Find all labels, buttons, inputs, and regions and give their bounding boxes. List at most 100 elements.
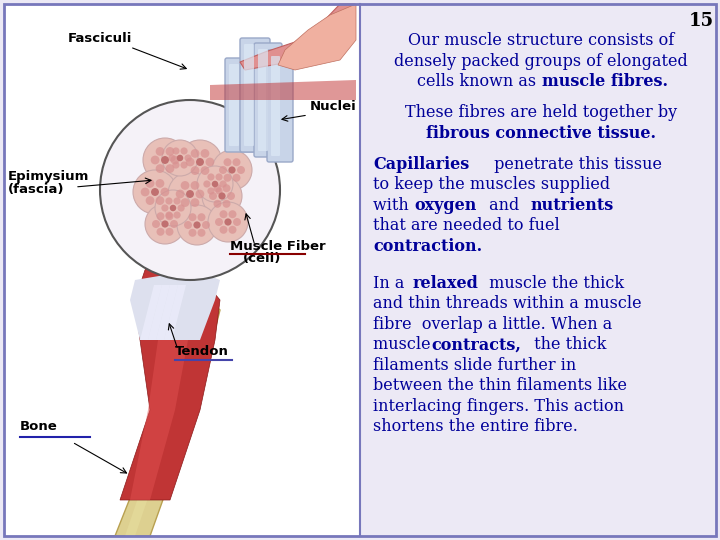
Circle shape [152,220,160,228]
Text: 15: 15 [689,12,714,30]
Text: between the thin filaments like: between the thin filaments like [373,377,627,394]
Text: Fasciculi: Fasciculi [68,32,132,45]
Circle shape [166,212,174,220]
Circle shape [178,205,185,212]
Circle shape [201,149,210,158]
Circle shape [178,140,222,184]
FancyBboxPatch shape [258,49,268,151]
Text: and: and [484,197,524,213]
Text: Tendon: Tendon [175,345,229,358]
Text: to keep the muscles supplied: to keep the muscles supplied [373,176,610,193]
Circle shape [100,100,280,280]
Circle shape [212,150,252,190]
Text: contracts,: contracts, [431,336,521,353]
Text: relaxed: relaxed [413,274,479,292]
Text: muscle fibres.: muscle fibres. [541,73,667,90]
Text: (fascia): (fascia) [8,183,65,196]
Circle shape [181,198,189,207]
Text: In a: In a [373,274,410,292]
Text: that are needed to fuel: that are needed to fuel [373,217,559,234]
Text: shortens the entire fibre.: shortens the entire fibre. [373,418,577,435]
Circle shape [214,184,222,192]
Circle shape [222,184,230,192]
Circle shape [222,200,230,208]
Circle shape [202,221,210,229]
Circle shape [156,164,164,173]
Circle shape [208,202,248,242]
Circle shape [162,140,198,176]
Circle shape [228,226,236,234]
Circle shape [197,166,233,202]
Circle shape [155,190,191,226]
Circle shape [170,220,178,228]
Circle shape [166,228,174,236]
Text: Our muscle structure consists of: Our muscle structure consists of [408,32,674,49]
Circle shape [202,176,242,216]
Circle shape [197,229,205,237]
Circle shape [233,218,241,226]
Bar [4,4,360,536]
Polygon shape [156,285,178,340]
Circle shape [166,164,174,173]
Circle shape [172,161,179,168]
Circle shape [223,174,232,182]
Polygon shape [140,285,162,340]
Circle shape [191,181,199,190]
FancyBboxPatch shape [267,50,293,162]
Circle shape [176,190,184,198]
Circle shape [189,213,197,221]
Circle shape [181,161,188,168]
Circle shape [166,212,173,219]
Circle shape [156,228,164,236]
Circle shape [184,221,192,229]
Circle shape [225,218,232,226]
Circle shape [161,220,168,227]
Polygon shape [130,270,220,340]
Polygon shape [120,250,220,500]
Circle shape [161,205,168,212]
Circle shape [220,210,228,218]
Circle shape [161,187,169,197]
Circle shape [203,180,210,187]
Circle shape [214,200,222,208]
Circle shape [156,147,164,156]
Text: the thick: the thick [528,336,606,353]
FancyBboxPatch shape [244,44,254,146]
Circle shape [145,204,185,244]
Polygon shape [210,80,356,100]
Text: Nuclei: Nuclei [310,100,356,113]
Circle shape [156,196,164,205]
Circle shape [205,158,215,166]
Circle shape [218,192,225,200]
Polygon shape [118,310,200,536]
Circle shape [237,166,245,174]
Circle shape [227,192,235,200]
Circle shape [201,166,210,175]
Text: (cell): (cell) [243,252,282,265]
Circle shape [233,158,240,166]
Text: These fibres are held together by: These fibres are held together by [405,104,677,121]
Circle shape [172,147,179,154]
Circle shape [181,147,188,154]
Circle shape [168,172,212,216]
FancyBboxPatch shape [225,58,255,152]
FancyBboxPatch shape [254,43,282,157]
Text: cells known as: cells known as [417,73,541,90]
Polygon shape [240,4,355,70]
Circle shape [174,212,181,219]
FancyBboxPatch shape [229,64,239,146]
Polygon shape [100,300,220,536]
Text: with: with [373,197,414,213]
Circle shape [166,198,173,205]
Circle shape [186,158,194,166]
Circle shape [191,166,199,175]
Circle shape [177,155,183,161]
Circle shape [196,190,204,198]
Circle shape [181,181,189,190]
Circle shape [220,180,227,187]
Circle shape [145,196,155,205]
Circle shape [189,229,197,237]
Circle shape [197,213,205,221]
Circle shape [161,156,169,164]
Text: fibrous connective tissue.: fibrous connective tissue. [426,125,656,141]
